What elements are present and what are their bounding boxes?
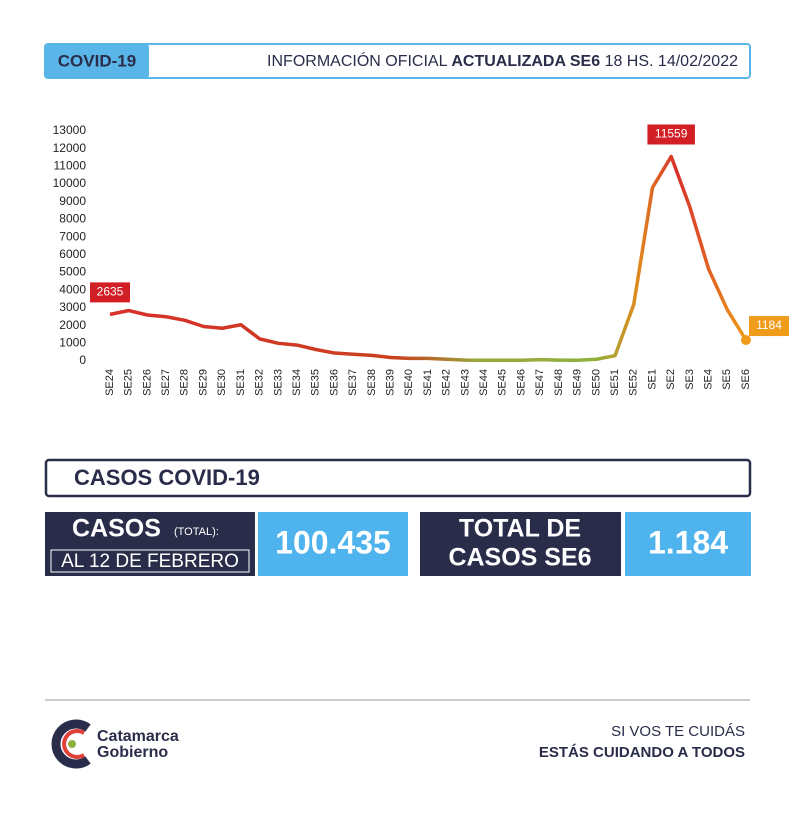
y-tick-label: 13000 — [53, 123, 87, 137]
summary-title-box — [44, 458, 752, 498]
logo — [51, 719, 91, 769]
data-line — [109, 154, 748, 363]
data-label: 1184 — [756, 318, 782, 332]
x-tick-label: SE52 — [628, 369, 640, 396]
x-tick-label: SE30 — [216, 369, 228, 396]
x-tick-label: SE27 — [160, 369, 172, 396]
x-tick-label: SE42 — [441, 369, 453, 396]
x-tick-label: SE48 — [553, 369, 565, 396]
summary-title: CASOS COVID-19 — [74, 465, 260, 490]
se6-total-box — [625, 512, 751, 576]
x-tick-label: SE41 — [422, 369, 434, 396]
x-tick-label: SE34 — [291, 369, 303, 396]
x-tick-label: SE43 — [459, 369, 471, 396]
slogan-2: ESTÁS CUIDANDO A TODOS — [539, 744, 745, 761]
x-tick-label: SE47 — [534, 369, 546, 396]
x-tick-label: SE2 — [665, 369, 677, 390]
x-tick-label: SE5 — [721, 369, 733, 390]
y-tick-label: 4000 — [59, 282, 86, 296]
info-bold: ACTUALIZADA SE6 — [451, 53, 600, 70]
casos-label: CASOS — [72, 515, 161, 543]
total-box — [258, 512, 408, 576]
x-tick-label: SE39 — [384, 369, 396, 396]
x-tick-label: SE45 — [497, 369, 509, 396]
y-tick-label: 6000 — [59, 247, 86, 261]
total: 100.435 — [275, 524, 391, 560]
info-prefix: INFORMACIÓN OFICIAL — [267, 51, 448, 70]
end-point — [741, 335, 751, 346]
header-tag: COVID-19 — [58, 51, 136, 70]
se6-label-1: TOTAL DE — [459, 515, 581, 543]
x-tick-label: SE24 — [104, 369, 116, 396]
x-tick-label: SE4 — [702, 369, 714, 390]
x-tick-label: SE38 — [366, 369, 378, 396]
x-tick-label: SE35 — [310, 369, 322, 396]
data-label-box — [749, 316, 789, 337]
x-tick-label: SE36 — [328, 369, 340, 396]
data-label: 11559 — [655, 127, 688, 141]
date: AL 12 DE FEBRERO — [61, 551, 239, 572]
header-info: INFORMACIÓN OFICIAL ACTUALIZADA SE6 18 H… — [267, 51, 738, 70]
chart: 0 1000 2000 3000 4000 5000 6000 7000 8000 9000 100… — [53, 123, 789, 396]
date-box — [50, 549, 250, 573]
x-tick-label: SE37 — [347, 369, 359, 396]
x-tick-label: SE46 — [515, 369, 527, 396]
se6-label-2: CASOS SE6 — [448, 544, 591, 572]
y-tick-label: 7000 — [59, 229, 86, 243]
y-tick-label: 11000 — [54, 159, 87, 173]
x-tick-label: SE1 — [646, 369, 658, 390]
x-tick-label: SE49 — [572, 369, 584, 396]
y-tick-label: 10000 — [53, 176, 87, 190]
y-tick-label: 3000 — [59, 300, 86, 314]
x-tick-label: SE40 — [403, 369, 415, 396]
x-tick-label: SE28 — [179, 369, 191, 396]
y-tick-label: 5000 — [59, 265, 86, 279]
logo-dot — [68, 740, 76, 748]
casos-box — [45, 512, 255, 576]
y-tick-label: 2000 — [59, 318, 86, 332]
x-tick-label: SE31 — [235, 369, 247, 396]
x-tick-label: SE25 — [123, 369, 135, 396]
data-label: 2635 — [97, 285, 124, 299]
logo-c — [51, 719, 91, 769]
y-tick-label: 8000 — [59, 212, 86, 226]
info-suffix: 18 HS. 14/02/2022 — [605, 53, 739, 70]
x-tick-label: SE6 — [740, 369, 752, 390]
x-tick-label: SE33 — [272, 369, 284, 396]
data-label-box — [90, 282, 130, 303]
logo-inner — [62, 729, 86, 759]
x-tick-label: SE50 — [590, 369, 602, 396]
total-note: (TOTAL): — [174, 526, 219, 538]
slogan-1: SI VOS TE CUIDÁS — [611, 723, 745, 740]
x-tick-label: SE44 — [478, 369, 490, 396]
se6-box — [420, 512, 621, 576]
y-tick-label: 1000 — [59, 335, 86, 349]
x-tick-label: SE32 — [254, 369, 266, 396]
brand-2: Gobierno — [97, 744, 168, 761]
x-tick-label: SE51 — [609, 369, 621, 396]
x-tick-label: SE26 — [141, 369, 153, 396]
brand-1: Catamarca — [97, 728, 179, 745]
se6-total: 1.184 — [648, 524, 728, 560]
y-tick-label: 12000 — [53, 141, 87, 155]
y-tick-label: 0 — [79, 353, 86, 367]
data-label-box — [647, 124, 695, 145]
x-tick-label: SE3 — [684, 369, 696, 390]
header-tag-bg — [45, 44, 149, 78]
x-tick-label: SE29 — [197, 369, 209, 396]
y-tick-label: 9000 — [59, 194, 86, 208]
